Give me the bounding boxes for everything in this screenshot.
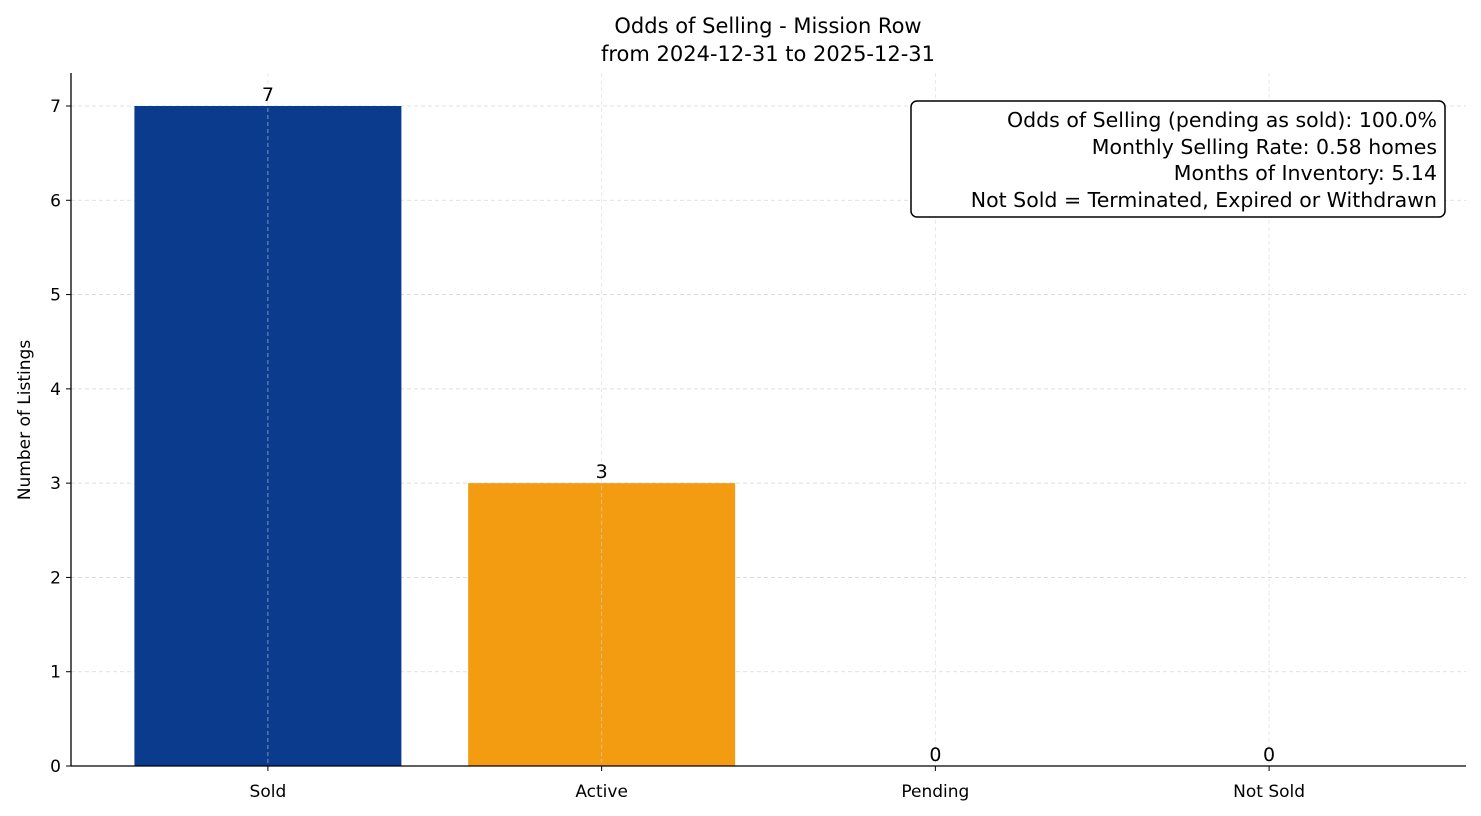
y-tick-label: 3 <box>50 474 61 494</box>
annotation-line: Months of Inventory: 5.14 <box>1174 161 1437 185</box>
annotation-line: Monthly Selling Rate: 0.58 homes <box>1092 135 1437 159</box>
y-tick-label: 2 <box>50 568 61 588</box>
annotation-line: Odds of Selling (pending as sold): 100.0… <box>1007 108 1437 132</box>
x-tick-label: Pending <box>901 782 969 802</box>
y-tick-label: 6 <box>50 191 61 211</box>
data-label: 3 <box>596 461 608 483</box>
x-ticks: Sold Active Pending Not Sold <box>250 766 1305 802</box>
y-axis-label: Number of Listings <box>15 340 35 500</box>
x-tick-label: Sold <box>250 782 287 802</box>
data-label: 0 <box>1263 744 1275 766</box>
data-label: 0 <box>929 744 941 766</box>
y-ticks: 0 1 2 3 4 5 6 7 <box>50 97 71 777</box>
data-label: 7 <box>262 84 274 106</box>
chart-subtitle: from 2024-12-31 to 2025-12-31 <box>601 42 935 66</box>
annotation-line: Not Sold = Terminated, Expired or Withdr… <box>971 188 1437 212</box>
x-tick-label: Active <box>575 782 628 802</box>
annotation-box: Odds of Selling (pending as sold): 100.0… <box>910 100 1446 218</box>
y-tick-label: 7 <box>50 97 61 117</box>
bar-sold <box>134 106 402 766</box>
bars <box>134 106 736 766</box>
y-tick-label: 1 <box>50 663 61 683</box>
y-tick-label: 5 <box>50 286 61 306</box>
bar-active <box>468 483 736 766</box>
y-tick-label: 4 <box>50 380 61 400</box>
data-labels: 7 3 0 0 <box>262 84 1275 766</box>
y-tick-label: 0 <box>50 757 61 777</box>
x-tick-label: Not Sold <box>1233 782 1305 802</box>
chart-title: Odds of Selling - Mission Row <box>614 14 921 38</box>
